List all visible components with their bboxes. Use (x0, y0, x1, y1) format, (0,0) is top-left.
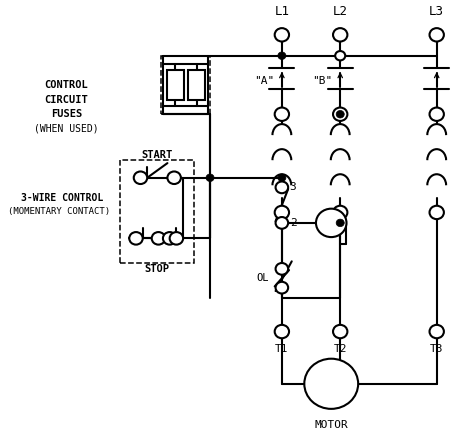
Circle shape (275, 206, 289, 219)
Circle shape (275, 282, 288, 294)
Text: L3: L3 (429, 5, 444, 18)
Circle shape (134, 172, 147, 184)
Text: "A": "A" (254, 76, 274, 86)
Text: T1: T1 (275, 344, 289, 354)
Circle shape (129, 232, 143, 245)
Circle shape (336, 219, 344, 227)
Circle shape (429, 206, 444, 219)
Text: OL: OL (256, 273, 268, 283)
Text: CONTROL: CONTROL (45, 80, 88, 90)
Circle shape (429, 325, 444, 338)
Circle shape (275, 28, 289, 42)
Circle shape (275, 108, 289, 121)
Circle shape (275, 217, 288, 229)
Circle shape (167, 172, 181, 184)
Bar (188, 70, 205, 100)
Circle shape (152, 232, 165, 245)
Circle shape (206, 174, 214, 181)
Circle shape (429, 28, 444, 42)
Circle shape (316, 209, 346, 237)
Text: START: START (142, 150, 173, 160)
Text: "B": "B" (312, 76, 332, 86)
Text: (MOMENTARY CONTACT): (MOMENTARY CONTACT) (8, 207, 110, 216)
Text: FUSES: FUSES (51, 109, 82, 119)
Circle shape (336, 111, 344, 118)
Circle shape (275, 181, 288, 193)
Text: 3: 3 (290, 182, 296, 192)
Text: L2: L2 (333, 5, 348, 18)
Circle shape (333, 325, 347, 338)
Text: L1: L1 (274, 5, 289, 18)
Circle shape (278, 174, 286, 181)
Circle shape (333, 28, 347, 42)
Text: 2: 2 (290, 218, 296, 228)
Circle shape (333, 206, 347, 219)
Text: 3-WIRE CONTROL: 3-WIRE CONTROL (21, 193, 103, 203)
Circle shape (275, 325, 289, 338)
Bar (167, 70, 184, 100)
Circle shape (278, 52, 286, 59)
Text: T2: T2 (334, 344, 347, 354)
Circle shape (304, 359, 358, 409)
Text: CIRCUIT: CIRCUIT (45, 95, 88, 104)
Text: MOTOR: MOTOR (314, 420, 348, 430)
Text: STOP: STOP (145, 264, 170, 274)
Circle shape (333, 108, 347, 121)
Circle shape (429, 108, 444, 121)
Text: T3: T3 (430, 344, 444, 354)
Circle shape (170, 232, 183, 245)
Text: (WHEN USED): (WHEN USED) (34, 124, 99, 134)
Circle shape (335, 51, 345, 60)
Bar (161, 56, 210, 114)
Circle shape (275, 263, 288, 275)
Bar (120, 160, 194, 263)
Circle shape (163, 232, 176, 245)
